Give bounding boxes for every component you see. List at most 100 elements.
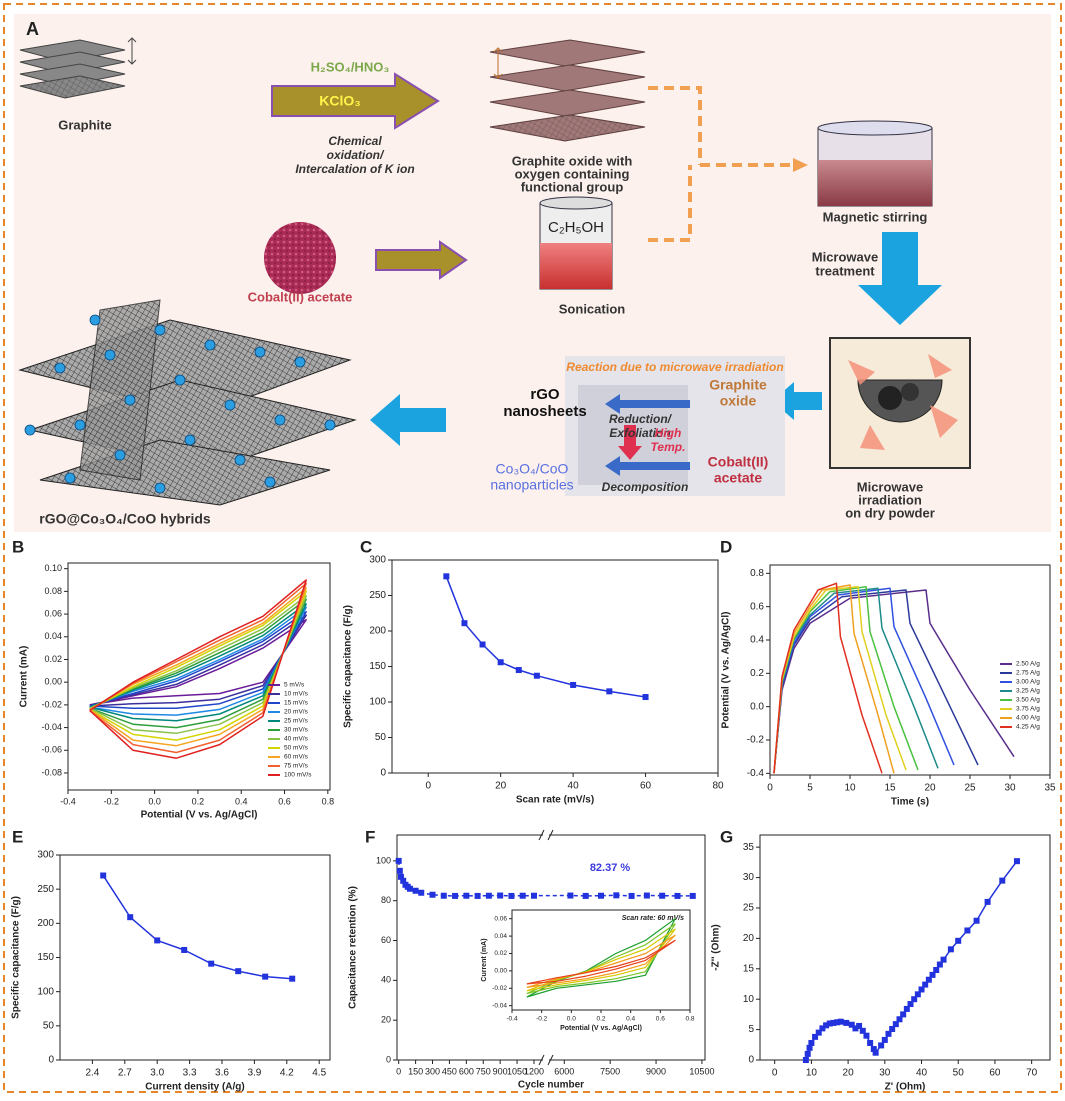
data-point	[863, 1032, 870, 1039]
y-tick-label: 0	[386, 1054, 391, 1064]
plot-frame	[769, 564, 1051, 776]
y-tick-label: 0.06	[44, 608, 62, 618]
sonication-label: Sonication	[559, 301, 626, 316]
oxide-label: nanoparticles	[490, 477, 573, 493]
chart: 0 5 10 15 20 25 30 35 -0.4 -0.2 0.0 0.2 0.4 0.6 0.8 Tim…	[720, 537, 1056, 807]
y-tick-label: -0.02	[41, 699, 62, 709]
x-tick-label: 40	[916, 1068, 928, 1079]
figure-border	[3, 3, 1062, 1093]
data-point	[674, 892, 681, 899]
temp-label: Temp.	[651, 440, 686, 454]
y-tick-label: 0.04	[44, 631, 62, 641]
data-line	[89, 611, 307, 710]
data-point	[848, 1021, 855, 1028]
panel-label: G	[720, 827, 733, 846]
data-point	[100, 872, 107, 879]
reduction-label: Reduction/	[609, 412, 673, 426]
x-tick-label: 0.6	[656, 1016, 665, 1023]
mixing-arrow	[375, 240, 468, 280]
x-axis-title: Scan rate (mV/s)	[516, 795, 594, 806]
y-tick-label: 0.00	[494, 968, 507, 975]
data-point	[127, 914, 134, 921]
data-point	[497, 659, 504, 666]
legend-label: 3.00 A/g	[1016, 679, 1040, 686]
y-tick-label: 0.02	[494, 950, 507, 957]
y-tick-label: 0.08	[44, 586, 62, 596]
x-tick-label: 0.4	[626, 1016, 635, 1023]
data-point	[819, 1025, 826, 1032]
axis-break	[538, 829, 554, 1066]
legend-label: 4.00 A/g	[1016, 715, 1040, 722]
data-point	[892, 1021, 899, 1028]
data-point	[929, 971, 936, 978]
x-tick-label: 1200	[524, 1066, 544, 1076]
data-point	[515, 667, 522, 674]
data-line	[526, 939, 676, 985]
y-tick-label: 250	[369, 590, 386, 601]
x-tick-label: 25	[964, 783, 976, 794]
irradiation-label: Microwave	[857, 479, 923, 494]
plot-frame	[59, 854, 331, 1061]
y-axis-title: Potential (V vs. Ag/AgCl)	[721, 612, 732, 729]
data-point	[907, 1001, 914, 1008]
data-point	[808, 1039, 815, 1046]
data-point	[154, 937, 161, 944]
data-line	[89, 582, 307, 754]
panel-label: D	[720, 537, 732, 556]
x-tick-label: 0.2	[596, 1016, 605, 1023]
graphite-oxide-stack	[489, 39, 646, 142]
x-tick-label: 70	[1026, 1068, 1038, 1079]
x-axis-title: Potential (V vs. Ag/AgCl)	[560, 1025, 642, 1032]
data-point	[911, 996, 918, 1003]
data-point	[872, 1049, 879, 1056]
cobalt-label: Cobalt(II) acetate	[248, 289, 353, 304]
data-point	[452, 892, 459, 899]
data-point	[508, 892, 515, 899]
data-point	[812, 1033, 819, 1040]
y-tick-label: 80	[381, 895, 391, 905]
hybrid-label: rGO@Co₃O₄/CoO hybrids	[39, 511, 211, 527]
data-point	[485, 892, 492, 899]
oxide-label: Co₃O₄/CoO	[496, 461, 569, 477]
data-point	[806, 1044, 813, 1051]
y-tick-label: 300	[37, 850, 54, 861]
data-point	[867, 1039, 874, 1046]
connector-head	[793, 158, 808, 172]
sonication-beaker	[539, 196, 613, 290]
microwave-label: Microwave	[812, 249, 878, 264]
legend-label: 20 mV/s	[284, 709, 309, 716]
microwave-label: treatment	[815, 263, 875, 278]
data-point	[826, 1020, 833, 1027]
x-tick-label: 300	[425, 1066, 440, 1076]
data-line	[102, 875, 293, 980]
data-point	[497, 892, 504, 899]
y-tick-label: 250	[37, 884, 54, 895]
y-tick-label: 20	[743, 933, 755, 944]
x-axis-title: Current density (A/g)	[145, 1082, 244, 1093]
data-point	[412, 887, 419, 894]
connector	[648, 86, 795, 242]
data-point	[406, 885, 413, 892]
chart: -0.4 -0.2 0.0 0.2 0.4 0.6 0.8 -0.08 -0.06 -0.04 -0…	[12, 537, 334, 820]
x-tick-label: -0.2	[536, 1016, 548, 1023]
y-tick-label: -0.4	[747, 768, 765, 779]
legend-label: 2.75 A/g	[1016, 670, 1040, 677]
x-tick-label: 600	[459, 1066, 474, 1076]
panel-label: F	[365, 827, 375, 846]
data-point	[181, 946, 188, 953]
panel-label: B	[12, 537, 24, 556]
y-tick-label: 100	[376, 855, 391, 865]
data-point	[856, 1022, 863, 1029]
x-tick-label: 150	[408, 1066, 423, 1076]
y-axis-title: Capacitance retention (%)	[348, 886, 359, 1009]
y-tick-label: 5	[748, 1024, 754, 1035]
x-tick-label: 2.4	[85, 1068, 99, 1079]
y-axis-title: Current (mA)	[19, 646, 30, 708]
y-tick-label: 35	[743, 842, 755, 853]
y-tick-label: 20	[381, 1015, 391, 1025]
data-point	[642, 694, 649, 701]
data-point	[802, 1057, 809, 1063]
graphite-oxide-label: oxygen containing	[515, 166, 630, 181]
y-tick-label: 0.10	[44, 563, 62, 573]
x-axis-title: Z' (Ohm)	[885, 1082, 926, 1093]
